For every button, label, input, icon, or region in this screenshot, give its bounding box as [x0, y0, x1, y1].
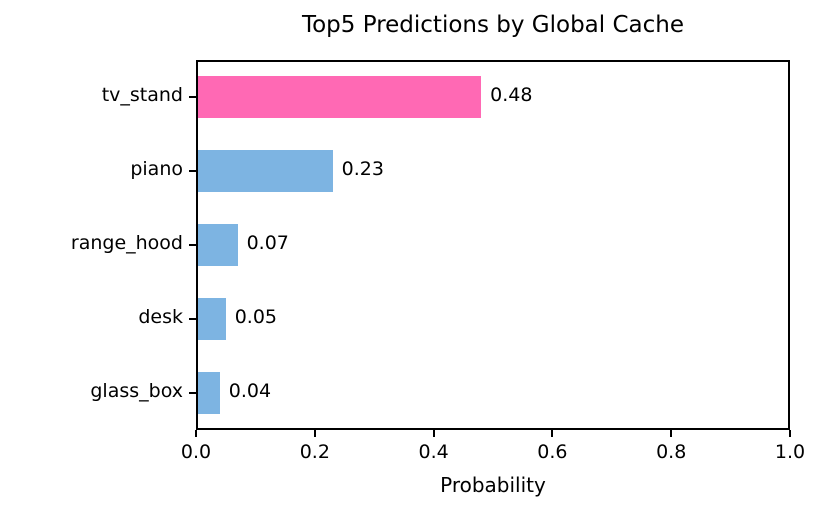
bar: [198, 224, 238, 266]
bar-value-label: 0.48: [490, 84, 533, 106]
y-tick-mark: [189, 96, 196, 98]
chart-title: Top5 Predictions by Global Cache: [301, 12, 685, 38]
x-tick-label: 0.0: [180, 441, 212, 463]
bar-value-label: 0.07: [246, 232, 289, 254]
category-label: range_hood: [70, 232, 183, 254]
x-tick-mark: [432, 430, 435, 437]
x-tick-mark: [789, 430, 791, 437]
x-axis-label: Probability: [440, 473, 546, 497]
y-tick-mark: [189, 318, 196, 320]
y-tick-mark: [189, 170, 196, 172]
x-tick-mark: [313, 430, 316, 437]
x-tick-label: 1.0: [774, 441, 806, 463]
y-tick-mark: [189, 392, 196, 394]
category-label: piano: [130, 158, 183, 180]
bar-value-label: 0.23: [341, 158, 384, 180]
category-label: desk: [138, 306, 183, 328]
bar: [198, 372, 220, 414]
plot-area: [196, 60, 790, 430]
x-tick-label: 0.6: [537, 441, 568, 463]
x-tick-label: 0.2: [299, 441, 330, 463]
bar-value-label: 0.04: [228, 380, 272, 402]
bar-value-label: 0.05: [234, 306, 277, 328]
bar: [198, 150, 333, 192]
bar: [198, 298, 226, 340]
y-tick-mark: [189, 244, 196, 246]
x-tick-mark: [551, 430, 554, 437]
bar: [198, 76, 482, 118]
x-tick-mark: [670, 430, 673, 437]
x-tick-label: 0.8: [656, 441, 687, 463]
x-tick-mark: [195, 430, 197, 437]
category-label: tv_stand: [101, 84, 183, 106]
x-tick-label: 0.4: [418, 441, 449, 463]
category-label: glass_box: [90, 380, 183, 402]
